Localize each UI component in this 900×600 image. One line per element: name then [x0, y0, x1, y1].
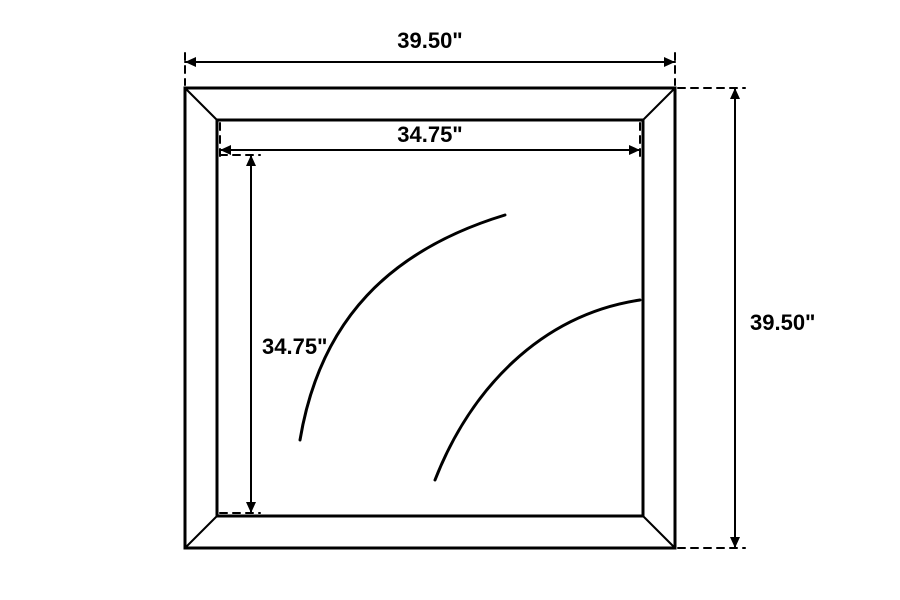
dim-inner-height-label: 34.75"	[262, 334, 327, 359]
dim-outer-height-label: 39.50"	[750, 310, 815, 335]
dimension-drawing: 39.50" 34.75" 34.75" 39.50"	[0, 0, 900, 600]
mirror-outer-frame	[185, 88, 675, 548]
dim-outer-width-label: 39.50"	[397, 28, 462, 53]
reflection-curve-2	[435, 300, 640, 480]
dim-inner-width-label: 34.75"	[397, 122, 462, 147]
